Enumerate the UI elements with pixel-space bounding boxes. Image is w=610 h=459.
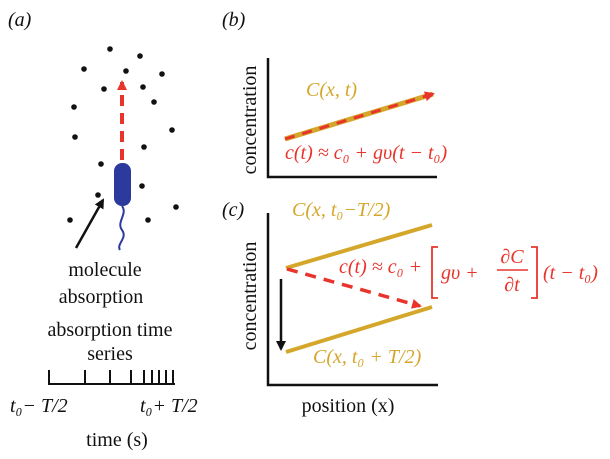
absorption-time-series — [48, 370, 175, 385]
panel-c-axes — [266, 213, 438, 387]
panel-c-ylabel: concentration — [239, 242, 261, 351]
panel-a-label: (a) — [8, 9, 32, 31]
molecule-dot — [145, 217, 151, 223]
molecule-dot — [95, 192, 101, 198]
panel-c-equation: c(t) ≈ c₀ + gυ + ∂C ∂t (t − t₀) — [339, 246, 598, 299]
series-title-line2: series — [87, 343, 133, 365]
molecule-dot — [141, 144, 147, 150]
panel-b-equation: c(t) ≈ c₀ + gυ(t − t₀) — [285, 142, 447, 164]
molecule-dot — [67, 217, 73, 223]
left-bracket — [431, 246, 438, 299]
panel-c-label: (c) — [222, 199, 245, 221]
molecule-dot — [139, 183, 145, 189]
molecule-dot — [81, 66, 87, 72]
panel-b-label: (b) — [222, 9, 246, 31]
time-start-label: t₀− T/2 — [10, 395, 68, 417]
equation-inner: gυ + — [441, 262, 479, 284]
molecule-dot — [72, 134, 78, 140]
fraction-denominator: ∂t — [504, 274, 520, 296]
molecule-dot — [140, 84, 146, 90]
molecule-dot — [98, 161, 104, 167]
panel-c-xlabel: position (x) — [302, 395, 395, 417]
series-title-line1: absorption time — [48, 319, 173, 341]
molecule-label: molecule — [68, 259, 141, 281]
molecule-dot — [151, 99, 157, 105]
molecule-dot — [137, 53, 143, 59]
molecule-dot — [159, 71, 165, 77]
path-trajectory-arrow — [284, 91, 435, 141]
early-concentration-profile — [285, 223, 433, 270]
panel-b-axes — [266, 58, 437, 179]
molecule-dot — [173, 204, 179, 210]
early-profile-label: C(x, t₀−T/2) — [292, 199, 391, 221]
equation-left: c(t) ≈ c₀ + — [339, 256, 422, 278]
molecule-dot — [107, 46, 113, 52]
molecule-dot — [71, 104, 77, 110]
concentration-profile-label: C(x, t) — [306, 79, 357, 101]
molecule-dot — [101, 86, 107, 92]
molecule-dots — [67, 46, 179, 223]
equation-right: (t − t₀) — [543, 262, 598, 284]
right-bracket — [531, 246, 538, 299]
fraction-numerator: ∂C — [500, 246, 524, 268]
bacterium — [114, 163, 131, 206]
molecule-dot — [169, 127, 175, 133]
path-trajectory-arrow-c — [286, 267, 422, 309]
molecule-dot — [123, 68, 129, 74]
time-end-label: t₀+ T/2 — [140, 395, 198, 417]
time-axis-label: time (s) — [86, 429, 148, 451]
panel-b-ylabel: concentration — [239, 66, 261, 175]
absorption-label: absorption — [59, 286, 143, 308]
late-profile-label: C(x, t₀ + T/2) — [313, 346, 422, 368]
absorption-pointer-arrow — [74, 198, 105, 249]
flagellum — [118, 205, 125, 251]
late-concentration-profile — [285, 305, 433, 354]
